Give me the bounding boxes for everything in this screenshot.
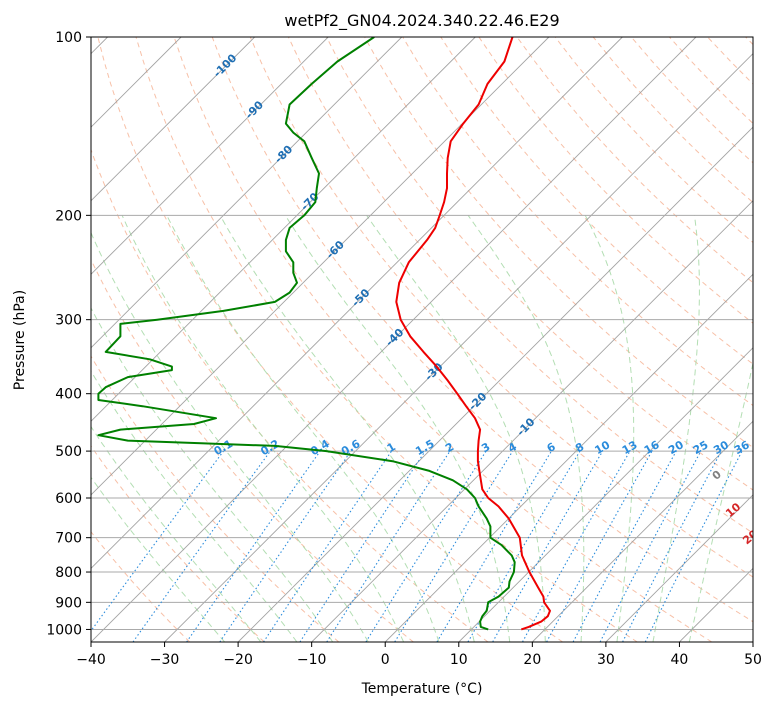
isotherm-line xyxy=(752,641,753,642)
dry-adiabat xyxy=(211,37,753,623)
dry-adiabat xyxy=(135,37,638,642)
moist-adiabat xyxy=(219,215,475,642)
y-axis: 100 200 300 400 500 600 700 800 900 1000 xyxy=(46,30,91,638)
mixing-ratio-line xyxy=(644,450,743,642)
x-tick-label: −20 xyxy=(223,652,253,668)
moist-adiabat xyxy=(584,215,635,642)
mixing-ratio-line xyxy=(299,450,426,642)
mixing-ratio-line xyxy=(263,450,392,642)
y-tick-label: 900 xyxy=(55,595,82,611)
x-tick-label: −40 xyxy=(76,652,106,668)
x-tick-label: −10 xyxy=(297,652,327,668)
mixing-ratio-line xyxy=(132,450,271,642)
isotherm-line xyxy=(91,37,697,642)
mixing-ratio-line xyxy=(219,450,352,642)
isotherm-line xyxy=(91,37,623,570)
plot-background xyxy=(91,37,753,642)
dewpoint-line xyxy=(97,37,516,631)
mixing-ratio-line xyxy=(186,450,321,642)
x-tick-label: 50 xyxy=(744,652,762,668)
x-tick-label: 10 xyxy=(450,652,468,668)
isotherm-line xyxy=(91,37,550,496)
x-tick-label: −30 xyxy=(150,652,180,668)
isotherm-line xyxy=(91,37,329,275)
y-tick-label: 800 xyxy=(55,565,82,581)
background-lines xyxy=(91,37,753,642)
x-tick-label: 20 xyxy=(523,652,541,668)
x-tick-label: 40 xyxy=(671,652,689,668)
moist-adiabat xyxy=(166,215,440,642)
moist-adiabat xyxy=(121,215,405,642)
mixing-ratio-line xyxy=(572,450,677,642)
dry-adiabat xyxy=(440,37,753,365)
y-axis-label: Pressure (hPa) xyxy=(12,290,28,390)
dry-adiabat xyxy=(91,445,265,642)
dry-adiabat xyxy=(91,355,340,642)
x-axis: −40 −30 −20 −10 0 10 20 30 40 50 xyxy=(76,642,762,668)
isotherm-line xyxy=(531,420,753,642)
chart-title: wetPf2_GN04.2024.340.22.46.E29 xyxy=(284,11,559,31)
mixing-ratio-line xyxy=(546,450,653,642)
y-tick-label: 700 xyxy=(55,531,82,547)
x-tick-label: 30 xyxy=(597,652,615,668)
moist-adiabat xyxy=(652,215,700,642)
moist-adiabat xyxy=(91,425,262,642)
profile-lines xyxy=(97,37,551,631)
y-tick-label: 600 xyxy=(55,491,82,507)
y-tick-label: 1000 xyxy=(46,622,82,638)
dry-adiabat xyxy=(516,37,753,284)
y-tick-label: 500 xyxy=(55,444,82,460)
mixing-ratio-line xyxy=(522,450,631,642)
isotherm-line xyxy=(91,37,476,422)
y-tick-label: 200 xyxy=(55,208,82,224)
isotherm-line xyxy=(91,37,256,202)
y-tick-label: 100 xyxy=(55,30,82,46)
dry-adiabat xyxy=(402,37,753,407)
isotherm-line xyxy=(605,494,753,642)
isotherm-line xyxy=(237,126,753,642)
moist-adiabat xyxy=(91,476,225,642)
isotherm-line xyxy=(311,200,753,642)
dry-adiabat xyxy=(97,37,563,642)
dry-adiabat xyxy=(91,531,191,642)
dry-adiabat-label: 30 xyxy=(760,552,775,572)
mixing-ratio-line xyxy=(91,450,224,632)
x-tick-label: 0 xyxy=(381,652,390,668)
moist-adiabat xyxy=(91,370,298,642)
plot-frame xyxy=(90,36,754,643)
y-tick-label: 300 xyxy=(55,313,82,329)
isotherm-line xyxy=(384,273,753,642)
mixing-ratio-line xyxy=(326,450,451,642)
y-tick-label: 400 xyxy=(55,387,82,403)
isotherm-line xyxy=(458,347,753,642)
x-axis-label: Temperature (°C) xyxy=(361,681,483,697)
temperature-line xyxy=(395,37,551,631)
isotherm-line xyxy=(164,52,753,642)
dry-adiabat xyxy=(249,37,753,578)
moist-adiabat xyxy=(467,215,585,642)
moist-adiabat xyxy=(91,231,369,642)
moist-adiabat xyxy=(366,215,546,642)
dry-adiabat xyxy=(91,148,489,642)
moist-adiabat xyxy=(284,215,511,642)
